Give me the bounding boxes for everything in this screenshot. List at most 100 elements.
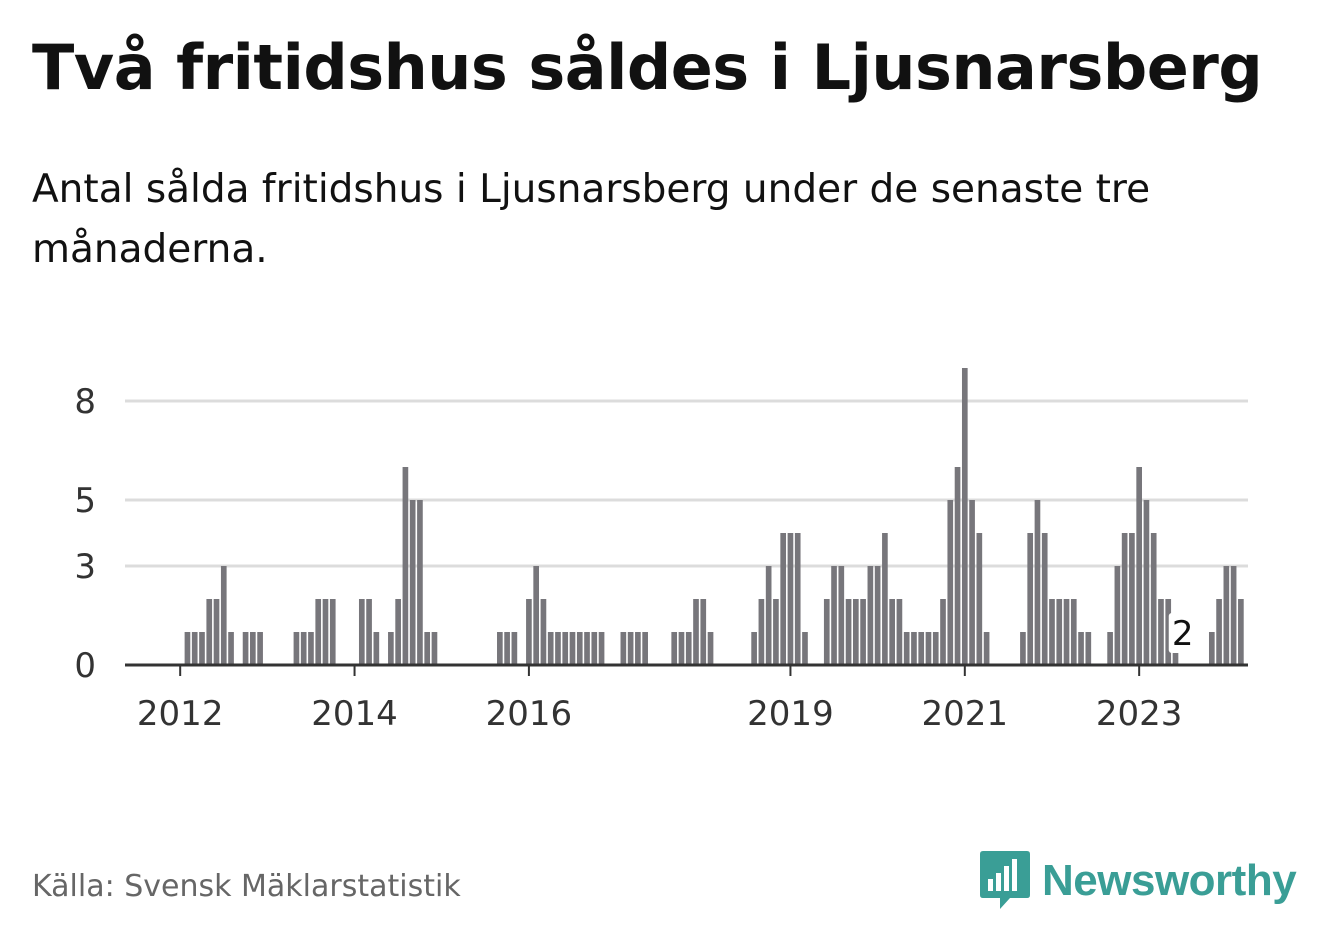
- bar: [402, 467, 409, 665]
- bar: [1158, 599, 1164, 665]
- bar: [780, 533, 787, 665]
- bar: [191, 632, 198, 665]
- bar: [184, 632, 191, 665]
- bar: [1107, 632, 1113, 665]
- bar: [831, 566, 837, 665]
- bar: [257, 632, 263, 665]
- bar: [867, 566, 874, 665]
- bar: [431, 632, 438, 665]
- bar: [903, 632, 910, 665]
- bar: [620, 632, 627, 665]
- bar: [823, 599, 830, 665]
- bar: [642, 632, 648, 665]
- bar: [547, 632, 554, 665]
- bar: [627, 632, 634, 665]
- bar: [707, 632, 714, 665]
- bar: [358, 599, 365, 665]
- bar: [1136, 467, 1142, 665]
- bar: [1216, 599, 1222, 665]
- x-tick-label: 2012: [137, 694, 224, 734]
- bar: [1056, 599, 1063, 665]
- bar: [526, 599, 532, 665]
- bar: [700, 599, 707, 665]
- bar: [417, 500, 423, 665]
- bar: [1165, 599, 1172, 665]
- bar: [315, 599, 322, 665]
- bar: [293, 632, 300, 665]
- y-tick-label: 0: [74, 646, 96, 686]
- bar: [511, 632, 518, 665]
- bar: [598, 632, 605, 665]
- bar: [983, 632, 990, 665]
- bar: [591, 632, 598, 665]
- bar: [911, 632, 917, 665]
- x-tick-label: 2019: [747, 694, 834, 734]
- bar: [569, 632, 576, 665]
- bar: [751, 632, 757, 665]
- bar: [932, 632, 939, 665]
- bar: [787, 533, 794, 665]
- bar: [1121, 533, 1128, 665]
- bar: [947, 500, 954, 665]
- bar: [758, 599, 765, 665]
- bar: [206, 599, 213, 665]
- data-label: 2: [1172, 614, 1194, 654]
- bar: [1020, 632, 1026, 665]
- bar: [322, 599, 329, 665]
- data-label-background: [1168, 613, 1197, 653]
- bar: [961, 368, 968, 665]
- bar: [228, 632, 234, 665]
- y-tick-label: 3: [74, 547, 96, 587]
- chart-subtitle: Antal sålda fritidshus i Ljusnarsberg un…: [32, 167, 1151, 272]
- bar: [1230, 566, 1237, 665]
- bar: [1078, 632, 1084, 665]
- bar: [373, 632, 380, 665]
- bar: [584, 632, 590, 665]
- bar: [773, 599, 779, 665]
- bar: [1114, 566, 1121, 665]
- bar: [300, 632, 307, 665]
- bar: [874, 566, 881, 665]
- bar: [940, 599, 946, 665]
- bar: [1049, 599, 1055, 665]
- bar: [925, 632, 932, 665]
- bar: [954, 467, 961, 665]
- bar: [576, 632, 583, 665]
- bar: [1238, 599, 1244, 665]
- bar: [1208, 632, 1215, 665]
- bar: [678, 632, 685, 665]
- newsworthy-logo: Newsworthy: [980, 850, 1297, 912]
- bar: [635, 632, 641, 665]
- brand-name: Newsworthy: [1042, 856, 1297, 905]
- bar: [1034, 500, 1041, 665]
- bar: [533, 566, 540, 665]
- bar: [1085, 632, 1092, 665]
- bar: [250, 632, 256, 665]
- x-tick-label: 2021: [922, 694, 1009, 734]
- x-tick-label: 2014: [311, 694, 398, 734]
- bar: [424, 632, 431, 665]
- bar: [685, 632, 692, 665]
- bar: [765, 566, 772, 665]
- bar: [882, 533, 888, 665]
- bar: [1027, 533, 1034, 665]
- bar: [845, 599, 852, 665]
- bar: [1150, 533, 1157, 665]
- bar: [562, 632, 569, 665]
- bar: [860, 599, 866, 665]
- bar: [213, 599, 220, 665]
- bar: [671, 632, 678, 665]
- y-tick-label: 8: [74, 382, 96, 422]
- bar: [220, 566, 227, 665]
- bar: [1063, 599, 1070, 665]
- chart-title: Två fritidshus såldes i Ljusnarsberg: [32, 31, 1263, 104]
- bar: [1129, 533, 1135, 665]
- bar: [540, 599, 547, 665]
- bar: [918, 632, 925, 665]
- bar: [794, 533, 801, 665]
- bar: [1041, 533, 1048, 665]
- bar: [896, 599, 903, 665]
- bar: [308, 632, 314, 665]
- bar: [1223, 566, 1230, 665]
